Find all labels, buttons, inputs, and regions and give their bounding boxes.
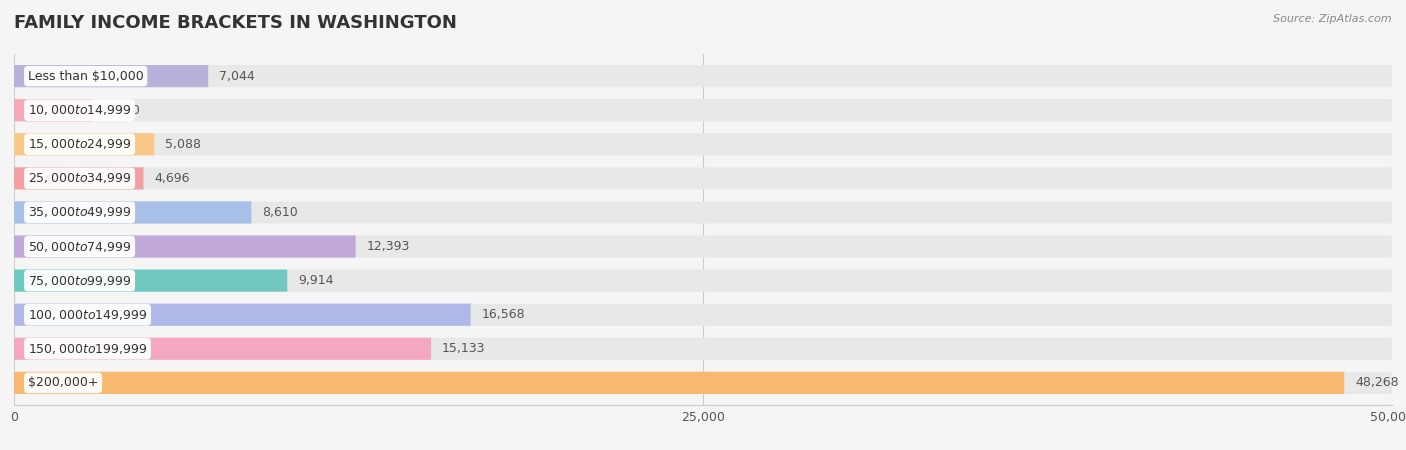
FancyBboxPatch shape [14,304,471,326]
FancyBboxPatch shape [14,133,1392,155]
Text: Less than $10,000: Less than $10,000 [28,70,143,83]
Text: 8,610: 8,610 [263,206,298,219]
Text: 9,914: 9,914 [298,274,333,287]
FancyBboxPatch shape [14,235,1392,257]
FancyBboxPatch shape [14,99,93,122]
FancyBboxPatch shape [14,235,356,257]
FancyBboxPatch shape [14,270,287,292]
Text: $25,000 to $34,999: $25,000 to $34,999 [28,171,131,185]
Text: 5,088: 5,088 [166,138,201,151]
FancyBboxPatch shape [14,202,252,224]
Text: $75,000 to $99,999: $75,000 to $99,999 [28,274,131,288]
FancyBboxPatch shape [14,133,155,155]
FancyBboxPatch shape [14,304,1392,326]
Text: $150,000 to $199,999: $150,000 to $199,999 [28,342,148,356]
FancyBboxPatch shape [14,372,1392,394]
Text: 16,568: 16,568 [482,308,526,321]
FancyBboxPatch shape [14,65,208,87]
Text: 7,044: 7,044 [219,70,254,83]
Text: $100,000 to $149,999: $100,000 to $149,999 [28,308,148,322]
Text: 12,393: 12,393 [367,240,411,253]
Text: 4,696: 4,696 [155,172,190,185]
Text: $10,000 to $14,999: $10,000 to $14,999 [28,103,131,117]
FancyBboxPatch shape [14,338,432,360]
Text: 15,133: 15,133 [441,342,485,355]
Text: FAMILY INCOME BRACKETS IN WASHINGTON: FAMILY INCOME BRACKETS IN WASHINGTON [14,14,457,32]
Text: $35,000 to $49,999: $35,000 to $49,999 [28,206,131,220]
FancyBboxPatch shape [14,167,1392,189]
FancyBboxPatch shape [14,270,1392,292]
FancyBboxPatch shape [14,65,1392,87]
Text: 48,268: 48,268 [1355,376,1399,389]
Text: 2,870: 2,870 [104,104,141,117]
FancyBboxPatch shape [14,167,143,189]
FancyBboxPatch shape [14,99,1392,122]
Text: Source: ZipAtlas.com: Source: ZipAtlas.com [1274,14,1392,23]
FancyBboxPatch shape [14,338,1392,360]
Text: $50,000 to $74,999: $50,000 to $74,999 [28,239,131,253]
Text: $200,000+: $200,000+ [28,376,98,389]
FancyBboxPatch shape [14,202,1392,224]
FancyBboxPatch shape [14,372,1344,394]
Text: $15,000 to $24,999: $15,000 to $24,999 [28,137,131,151]
